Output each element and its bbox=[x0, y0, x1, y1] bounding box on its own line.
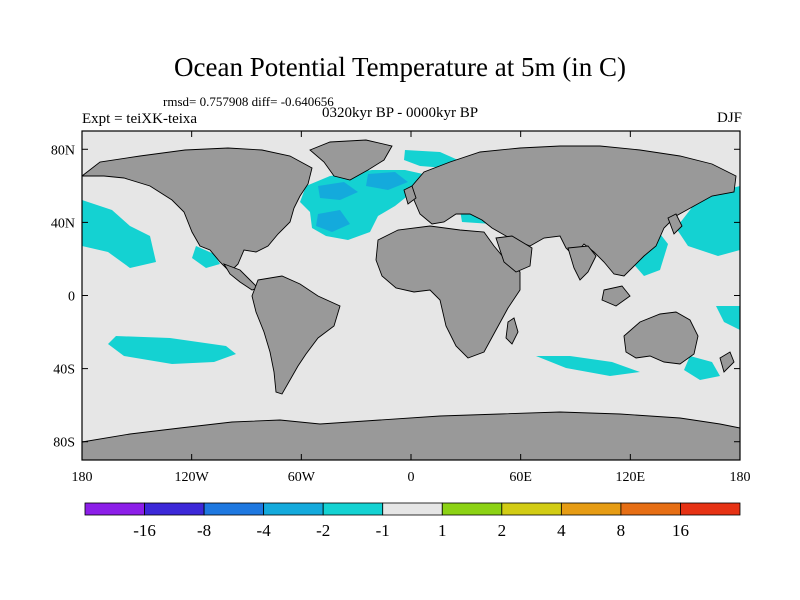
lat-tick-label: 80S bbox=[53, 436, 75, 451]
lat-tick-label: 40N bbox=[51, 216, 75, 231]
land-japan bbox=[667, 213, 683, 235]
land-arabia bbox=[495, 235, 533, 273]
land-greenland bbox=[309, 139, 393, 181]
land-masses bbox=[82, 139, 740, 460]
land-africa bbox=[375, 225, 521, 359]
colorbar-label: 4 bbox=[557, 521, 566, 540]
lon-tick-label: 120E bbox=[616, 470, 646, 485]
land-south-america bbox=[251, 275, 341, 395]
anomaly-labrador-core bbox=[318, 182, 358, 200]
colorbar-swatch bbox=[263, 502, 324, 516]
colorbar-swatch bbox=[620, 502, 681, 516]
anomaly-ne-pacific bbox=[82, 200, 156, 268]
colorbar-label: -8 bbox=[197, 521, 211, 540]
land-borneo-sumatra bbox=[601, 285, 631, 307]
map-panel bbox=[81, 130, 741, 461]
map-title: Ocean Potential Temperature at 5m (in C) bbox=[174, 52, 626, 82]
colorbar-label: 8 bbox=[617, 521, 626, 540]
colorbar-swatch bbox=[382, 502, 443, 516]
colorbar-label: -4 bbox=[257, 521, 272, 540]
anomaly-south-pacific bbox=[108, 336, 236, 364]
colorbar-swatch bbox=[322, 502, 384, 516]
colorbar-label: 2 bbox=[498, 521, 507, 540]
colorbar-label: -2 bbox=[316, 521, 330, 540]
lon-tick-label: 60E bbox=[509, 470, 532, 485]
experiment-label: Expt = teiXK-teixa bbox=[82, 111, 198, 127]
anomaly-sw-pacific bbox=[684, 356, 720, 380]
colorbar-swatch bbox=[441, 502, 503, 516]
lat-tick-label: 0 bbox=[68, 290, 75, 305]
anomaly-core-patches bbox=[316, 172, 408, 232]
anomaly-tasman bbox=[716, 306, 740, 330]
lon-tick-label: 0 bbox=[408, 470, 415, 485]
lon-tick-label: 180 bbox=[730, 470, 751, 485]
land-north-america bbox=[82, 147, 313, 273]
colorbar-swatch bbox=[680, 502, 741, 516]
latitude-axis: 80N 40N 0 40S 80S bbox=[51, 143, 740, 451]
anomaly-greenland-sea bbox=[404, 150, 458, 168]
anomaly-atlantic-core bbox=[316, 210, 350, 232]
longitude-axis: 180 120W 60W 0 60E 120E 180 bbox=[72, 131, 751, 485]
colorbar-swatch bbox=[203, 502, 265, 516]
anomaly-indian bbox=[536, 356, 640, 376]
land-new-zealand bbox=[719, 351, 735, 373]
anomaly-nordic-core bbox=[366, 172, 408, 190]
land-uk bbox=[403, 185, 417, 205]
lat-tick-label: 80N bbox=[51, 143, 75, 158]
colorbar: -16 -8 -4 -2 -1 1 2 4 8 16 bbox=[84, 502, 741, 540]
anomaly-sharp bbox=[192, 246, 220, 268]
lat-tick-label: 40S bbox=[53, 363, 75, 378]
period-label: 0320kyr BP - 0000kyr BP bbox=[322, 105, 479, 121]
land-madagascar bbox=[505, 317, 519, 345]
land-antarctica bbox=[82, 411, 740, 460]
colorbar-swatch bbox=[501, 502, 562, 516]
colorbar-label: -16 bbox=[133, 521, 156, 540]
colorbar-swatch bbox=[144, 502, 205, 516]
stats-text: rmsd= 0.757908 diff= -0.640656 bbox=[163, 94, 334, 109]
colorbar-label: 1 bbox=[438, 521, 447, 540]
colorbar-label: 16 bbox=[672, 521, 689, 540]
lon-tick-label: 180 bbox=[72, 470, 93, 485]
land-australia bbox=[623, 311, 699, 365]
lon-tick-label: 60W bbox=[288, 470, 316, 485]
season-label: DJF bbox=[716, 110, 742, 126]
land-india bbox=[567, 245, 597, 281]
lon-tick-label: 120W bbox=[175, 470, 210, 485]
land-eurasia bbox=[411, 145, 737, 277]
colorbar-label: -1 bbox=[376, 521, 390, 540]
colorbar-swatch bbox=[560, 502, 622, 516]
colorbar-swatch bbox=[84, 502, 145, 516]
anomaly-nw-pacific bbox=[676, 186, 740, 256]
